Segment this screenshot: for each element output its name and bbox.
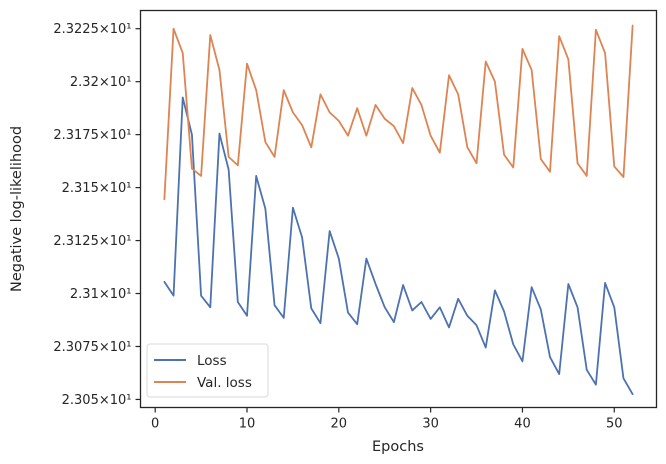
x-tick-label: 40 bbox=[514, 417, 531, 432]
lines-layer bbox=[163, 24, 634, 396]
y-tick-label: 2.305×10¹ bbox=[62, 393, 132, 408]
y-tick-label: 2.3175×10¹ bbox=[53, 128, 131, 143]
legend: Loss Val. loss bbox=[146, 343, 269, 398]
x-tick-label: 20 bbox=[331, 417, 348, 432]
y-axis-label: Negative log-likelihood bbox=[9, 126, 25, 292]
x-tick-label: 50 bbox=[606, 417, 623, 432]
x-tick-label: 30 bbox=[422, 417, 439, 432]
x-axis-label: Epochs bbox=[372, 439, 424, 455]
legend-box bbox=[146, 343, 269, 398]
series-line-val-loss bbox=[163, 24, 634, 201]
y-tick-label: 2.315×10¹ bbox=[62, 181, 132, 196]
plot-frame bbox=[139, 9, 658, 409]
legend-label-val-loss: Val. loss bbox=[197, 375, 252, 391]
legend-label-loss: Loss bbox=[197, 353, 227, 369]
y-tick-label: 2.3225×10¹ bbox=[53, 22, 131, 37]
y-tick-label: 2.3125×10¹ bbox=[53, 234, 131, 249]
x-tick-label: 0 bbox=[151, 417, 159, 432]
x-tick-label: 10 bbox=[239, 417, 256, 432]
ticks-layer: 0 10 20 30 40 50 2.305×10¹ 2.3075×10¹ 2.31×10¹ 2.… bbox=[53, 22, 622, 431]
y-tick-label: 2.3075×10¹ bbox=[53, 340, 131, 355]
y-tick-label: 2.31×10¹ bbox=[70, 287, 132, 302]
series-line-loss bbox=[163, 96, 634, 396]
y-tick-label: 2.32×10¹ bbox=[70, 75, 132, 90]
